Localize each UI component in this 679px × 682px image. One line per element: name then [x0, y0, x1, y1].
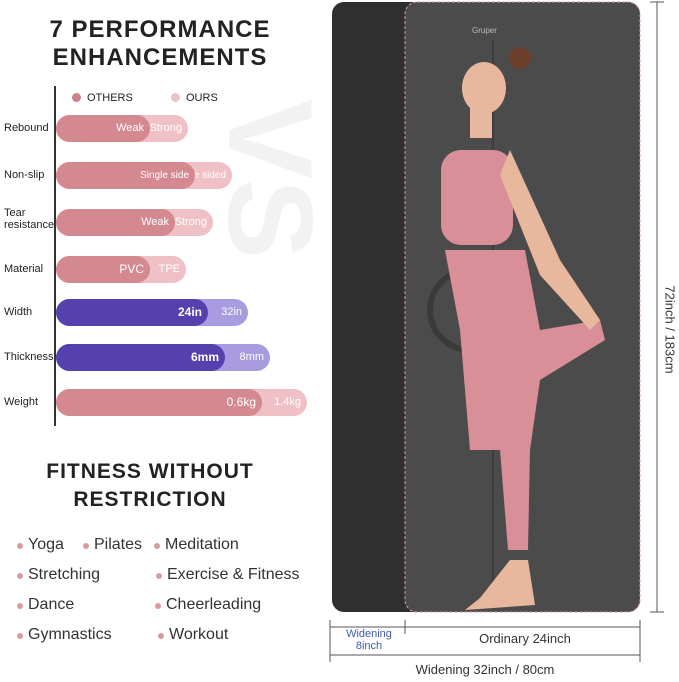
- widening-label: Widening 8inch: [346, 628, 392, 652]
- fitness-title: FITNESS WITHOUT RESTRICTION: [46, 460, 254, 511]
- hair: [509, 47, 531, 69]
- title: 7 PERFORMANCE ENHANCEMENTS: [49, 16, 271, 71]
- ordinary-label: Ordinary 24inch: [479, 631, 571, 646]
- bullet: [158, 633, 164, 639]
- bullet: [154, 543, 160, 549]
- activity: Cheerleading: [166, 596, 262, 613]
- axis-line: [54, 86, 56, 426]
- others-bar: 6mm: [56, 344, 225, 371]
- activity: Dance: [28, 596, 75, 613]
- bullet: [17, 633, 23, 639]
- bullet: [155, 603, 161, 609]
- others-bar: PVC: [56, 256, 150, 283]
- legend-dot: [171, 93, 180, 102]
- bullet: [156, 573, 162, 579]
- foot: [465, 560, 535, 610]
- top: [441, 150, 513, 245]
- legend-others: OTHERS: [87, 92, 133, 104]
- others-bar: Weak: [56, 115, 150, 142]
- others-bar: 0.6kg: [56, 389, 262, 416]
- legend-dot: [72, 93, 81, 102]
- activity: Exercise & Fitness: [167, 566, 300, 583]
- head: [462, 62, 506, 114]
- row-label: Width: [4, 306, 33, 318]
- activity: Yoga: [28, 536, 64, 553]
- arm: [500, 150, 600, 330]
- activity: Meditation: [165, 536, 239, 553]
- row-label: Tear resistance: [4, 207, 55, 231]
- row-label: Rebound: [4, 122, 49, 134]
- row-label: Non-slip: [4, 169, 45, 181]
- row-label: Material: [4, 263, 44, 275]
- length-label: 72inch / 183cm: [662, 285, 678, 374]
- bullet: [17, 543, 23, 549]
- activity: Workout: [169, 626, 229, 643]
- activity: Gymnastics: [28, 626, 112, 643]
- activity: Stretching: [28, 566, 101, 583]
- bullet: [17, 573, 23, 579]
- bullet: [17, 603, 23, 609]
- row-label: Weight: [4, 396, 39, 408]
- leggings: [445, 250, 605, 550]
- others-bar: Single side: [56, 162, 195, 189]
- others-bar: Weak: [56, 209, 175, 236]
- activity: Pilates: [94, 536, 143, 553]
- others-bar: 24in: [56, 299, 208, 326]
- total-label: Widening 32inch / 80cm: [415, 662, 555, 677]
- neck: [470, 108, 492, 138]
- legend-ours: OURS: [186, 92, 218, 104]
- row-label: Thickness: [4, 351, 54, 363]
- brand: Gruper: [472, 26, 497, 35]
- bullet: [83, 543, 89, 549]
